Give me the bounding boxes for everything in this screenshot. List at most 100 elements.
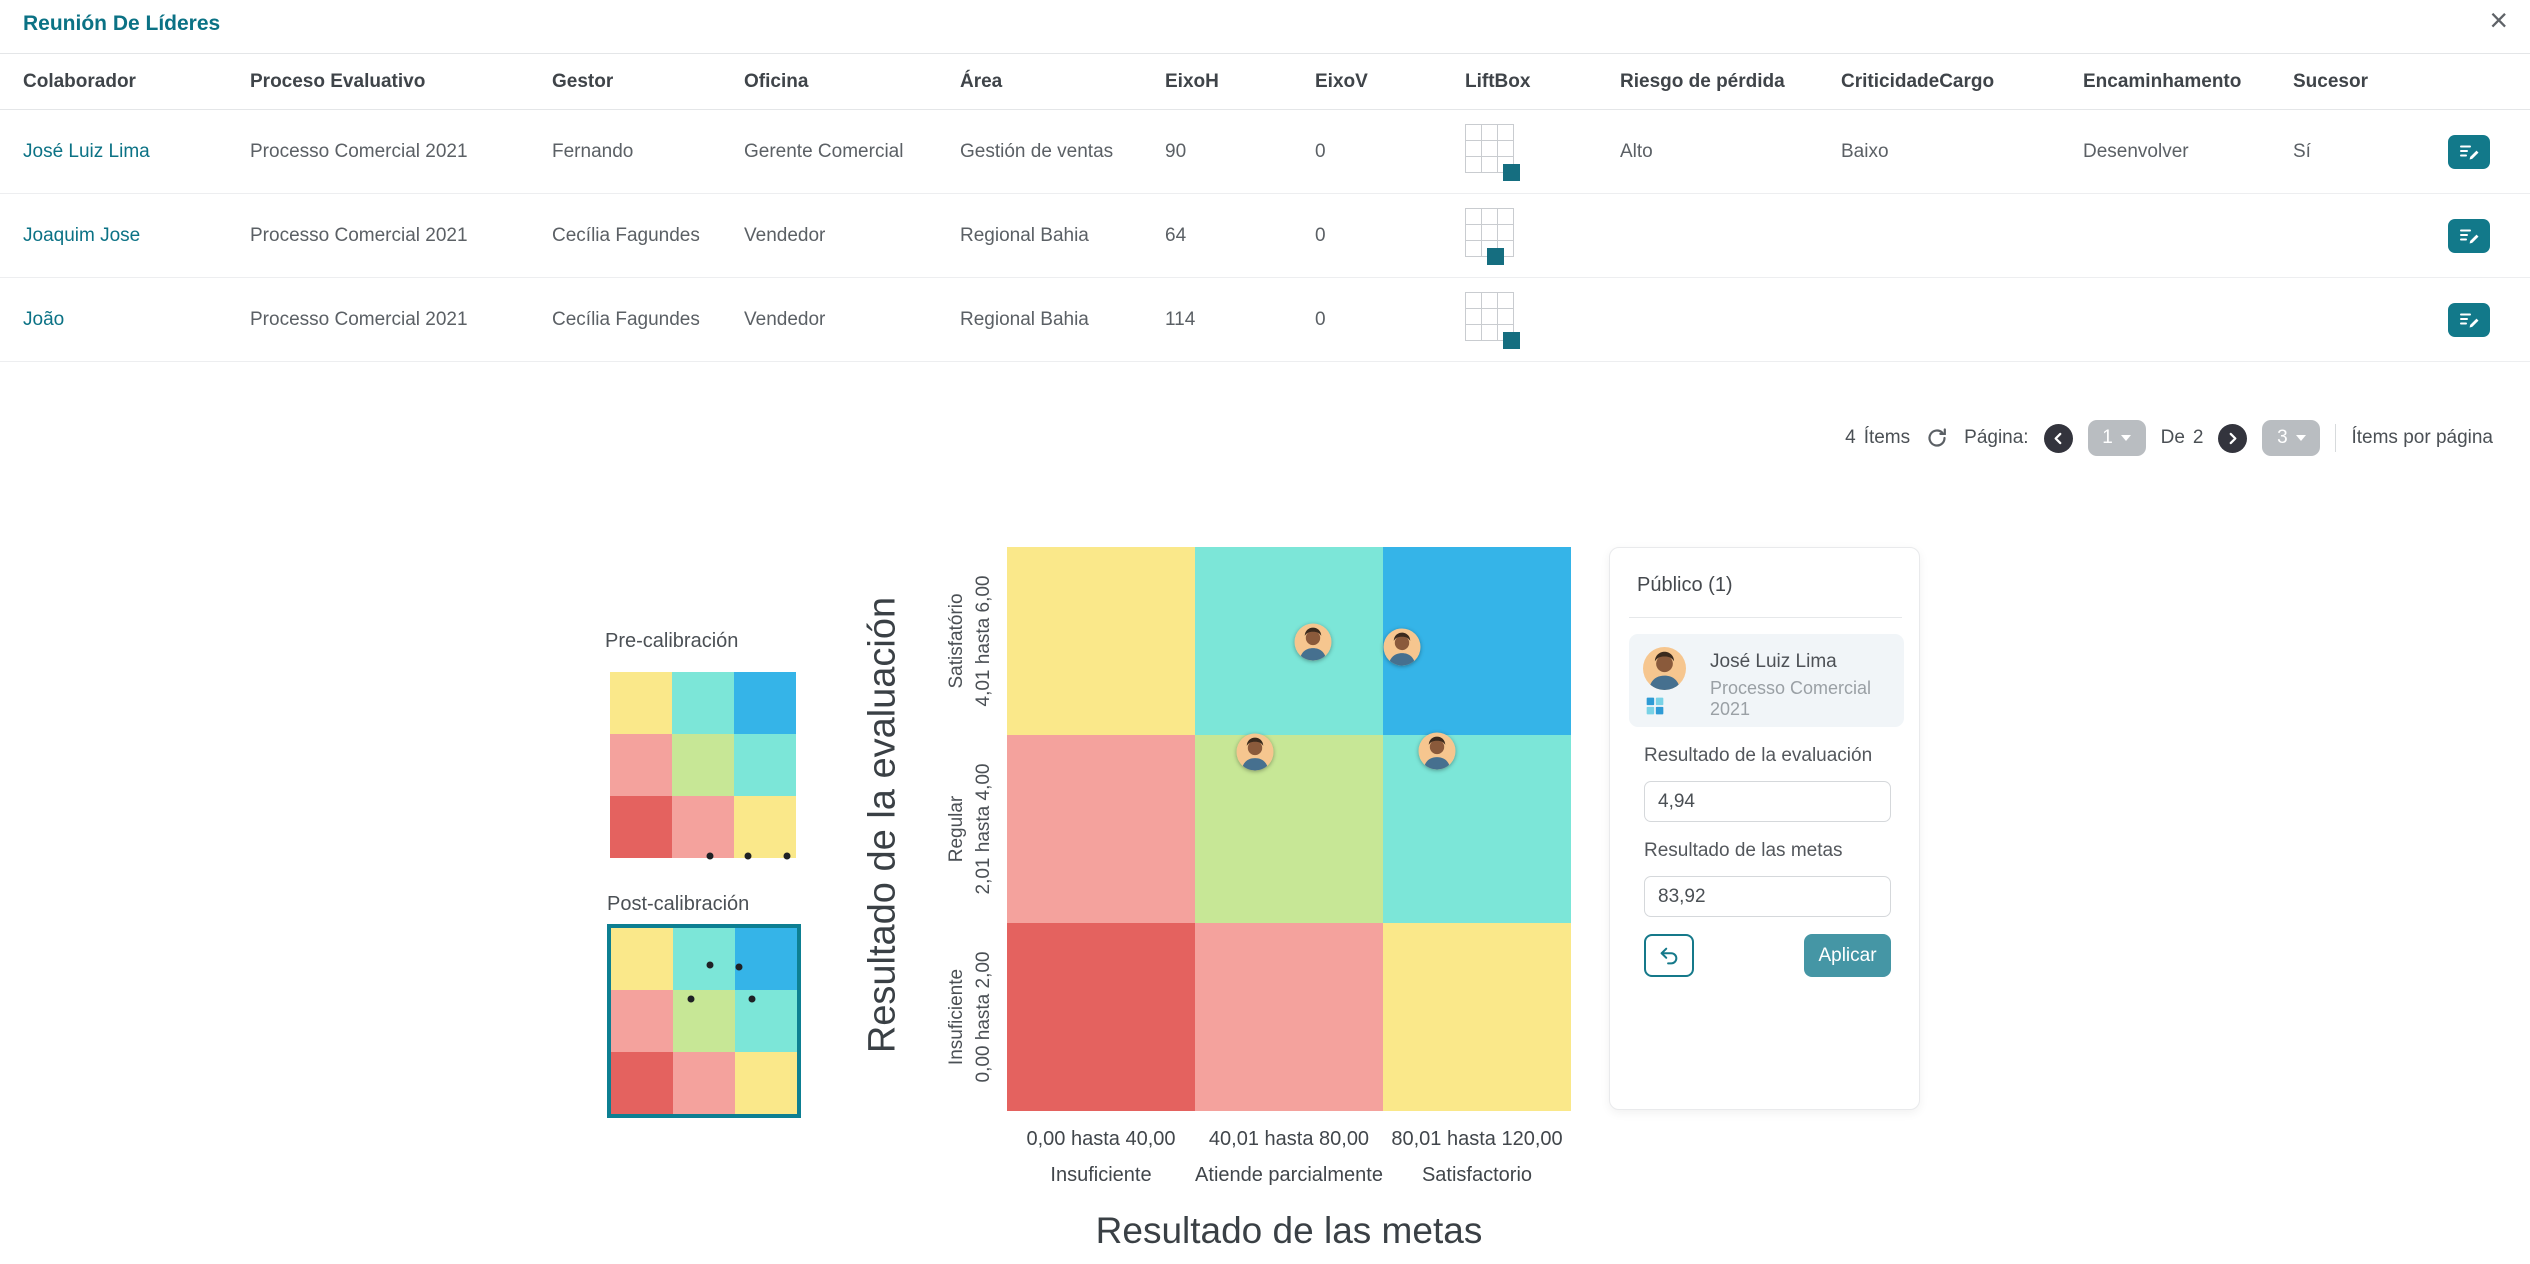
ninebox-cell bbox=[1195, 923, 1383, 1111]
ninebox-cell bbox=[734, 796, 796, 858]
items-label: Ítems bbox=[1863, 427, 1911, 448]
x-tick-name: Insuficiente bbox=[1050, 1164, 1152, 1186]
y-tick-regular: Regular 2,01 hasta 4,00 bbox=[940, 735, 1000, 923]
liftbox-cell bbox=[1465, 223, 1482, 241]
employee-avatar[interactable] bbox=[1383, 628, 1421, 666]
person-name: José Luiz Lima bbox=[1710, 651, 1837, 672]
edit-button[interactable] bbox=[2448, 302, 2490, 337]
ninebox-cell bbox=[673, 990, 735, 1052]
liftbox-cell bbox=[1481, 307, 1498, 325]
next-page-button[interactable] bbox=[2218, 423, 2248, 453]
cell-oficina: Gerente Comercial bbox=[744, 140, 904, 162]
liftbox-cell bbox=[1465, 207, 1482, 225]
col-eixov: EixoV bbox=[1315, 70, 1368, 92]
liftbox-grid bbox=[1465, 207, 1515, 265]
post-calibration-matrix[interactable] bbox=[607, 924, 801, 1118]
divider bbox=[2335, 424, 2337, 452]
divider bbox=[1629, 617, 1902, 618]
eval-input[interactable] bbox=[1644, 781, 1891, 822]
refresh-icon[interactable] bbox=[1925, 426, 1949, 450]
employee-avatar[interactable] bbox=[1294, 623, 1332, 661]
ninebox-cell bbox=[1383, 735, 1571, 923]
liftbox-cell bbox=[1465, 139, 1482, 157]
col-eixoh: EixoH bbox=[1165, 70, 1219, 92]
ninebox-cell bbox=[1007, 735, 1195, 923]
cell-area: Regional Bahia bbox=[960, 224, 1089, 246]
cell-proceso: Processo Comercial 2021 bbox=[250, 308, 468, 330]
ninebox-cell bbox=[1383, 923, 1571, 1111]
cell-gestor: Fernando bbox=[552, 140, 634, 162]
col-gestor: Gestor bbox=[552, 70, 614, 92]
x-axis-title: Resultado de las metas bbox=[1095, 1210, 1483, 1251]
liftbox-cell bbox=[1481, 139, 1498, 157]
table-row: Joaquim Jose Processo Comercial 2021 Cec… bbox=[0, 194, 2530, 278]
cell-proceso: Processo Comercial 2021 bbox=[250, 140, 468, 162]
cell-eixoh: 64 bbox=[1165, 224, 1187, 246]
collaborator-link[interactable]: José Luiz Lima bbox=[23, 140, 150, 162]
y-tick-name: Satisfatório bbox=[946, 593, 967, 689]
liftbox-cell bbox=[1465, 307, 1482, 325]
total-pages: 2 bbox=[2192, 427, 2204, 448]
collaborator-link[interactable]: João bbox=[23, 308, 65, 330]
cell-riesgo: Alto bbox=[1620, 140, 1653, 162]
x-tick-range: 80,01 hasta 120,00 bbox=[1391, 1128, 1563, 1150]
per-page-value: 3 bbox=[2277, 427, 2288, 448]
ninebox-cell bbox=[673, 1052, 735, 1114]
cell-eixoh: 114 bbox=[1165, 308, 1196, 330]
ninebox-cell bbox=[610, 796, 672, 858]
ninebox-cell bbox=[734, 734, 796, 796]
y-tick-satisfatorio: Satisfatório 4,01 hasta 6,00 bbox=[940, 547, 1000, 735]
liftbox-cell bbox=[1481, 291, 1498, 309]
employee-avatar[interactable] bbox=[1236, 733, 1274, 771]
metas-input[interactable] bbox=[1644, 876, 1891, 917]
ninebox-cell bbox=[611, 990, 673, 1052]
cell-encaminhamento: Desenvolver bbox=[2083, 140, 2189, 162]
post-calibration-label: Post-calibración bbox=[607, 893, 750, 915]
person-process: Processo Comercial 2021 bbox=[1710, 678, 1872, 719]
ninebox-cell bbox=[672, 672, 734, 734]
liftbox-cell bbox=[1497, 123, 1514, 141]
edit-button[interactable] bbox=[2448, 134, 2490, 169]
page-label: Página: bbox=[1964, 427, 2029, 448]
ninebox-avatars-layer bbox=[1007, 547, 1571, 1111]
eval-label: Resultado de la evaluación bbox=[1644, 745, 1873, 766]
items-count: 4 bbox=[1845, 427, 1856, 448]
ninebox-cell bbox=[1007, 923, 1195, 1111]
x-tick-range: 40,01 hasta 80,00 bbox=[1208, 1128, 1370, 1150]
cell-gestor: Cecília Fagundes bbox=[552, 308, 700, 330]
ninebox-icon bbox=[1645, 696, 1665, 716]
avatar bbox=[1643, 647, 1686, 690]
cell-eixov: 0 bbox=[1315, 308, 1326, 330]
ninebox-cell bbox=[611, 928, 673, 990]
pre-calibration-matrix[interactable] bbox=[610, 672, 796, 860]
person-card[interactable]: José Luiz Lima Processo Comercial 2021 bbox=[1629, 634, 1904, 727]
liftbox-cell bbox=[1465, 291, 1482, 309]
prev-page-button[interactable] bbox=[2043, 423, 2073, 453]
cell-eixoh: 90 bbox=[1165, 140, 1187, 162]
collaborator-link[interactable]: Joaquim Jose bbox=[23, 224, 141, 246]
liftbox-marker bbox=[1503, 163, 1520, 181]
x-tick-range: 0,00 hasta 40,00 bbox=[1026, 1128, 1176, 1150]
cell-eixov: 0 bbox=[1315, 140, 1326, 162]
cell-oficina: Vendedor bbox=[744, 224, 826, 246]
page-select[interactable]: 1 bbox=[2087, 420, 2146, 456]
ninebox-cell bbox=[1195, 735, 1383, 923]
close-icon[interactable]: × bbox=[2489, 2, 2508, 38]
col-sucesor: Sucesor bbox=[2293, 70, 2368, 92]
liftbox-cell bbox=[1481, 223, 1498, 241]
liftbox-grid bbox=[1465, 123, 1520, 181]
y-tick-range: 2,01 hasta 4,00 bbox=[973, 763, 994, 895]
per-page-select[interactable]: 3 bbox=[2262, 420, 2321, 456]
edit-button[interactable] bbox=[2448, 218, 2490, 253]
ninebox-cell bbox=[672, 734, 734, 796]
cell-sucesor: Sí bbox=[2293, 140, 2311, 162]
undo-button[interactable] bbox=[1644, 934, 1694, 977]
ninebox-cell bbox=[1007, 547, 1195, 735]
cell-gestor: Cecília Fagundes bbox=[552, 224, 700, 246]
col-proceso: Proceso Evaluativo bbox=[250, 70, 426, 92]
apply-button[interactable]: Aplicar bbox=[1804, 934, 1891, 977]
employee-avatar[interactable] bbox=[1418, 732, 1456, 770]
liftbox-cell bbox=[1481, 155, 1498, 173]
liftbox-cell bbox=[1465, 239, 1482, 257]
ninebox-cell bbox=[1195, 547, 1383, 735]
